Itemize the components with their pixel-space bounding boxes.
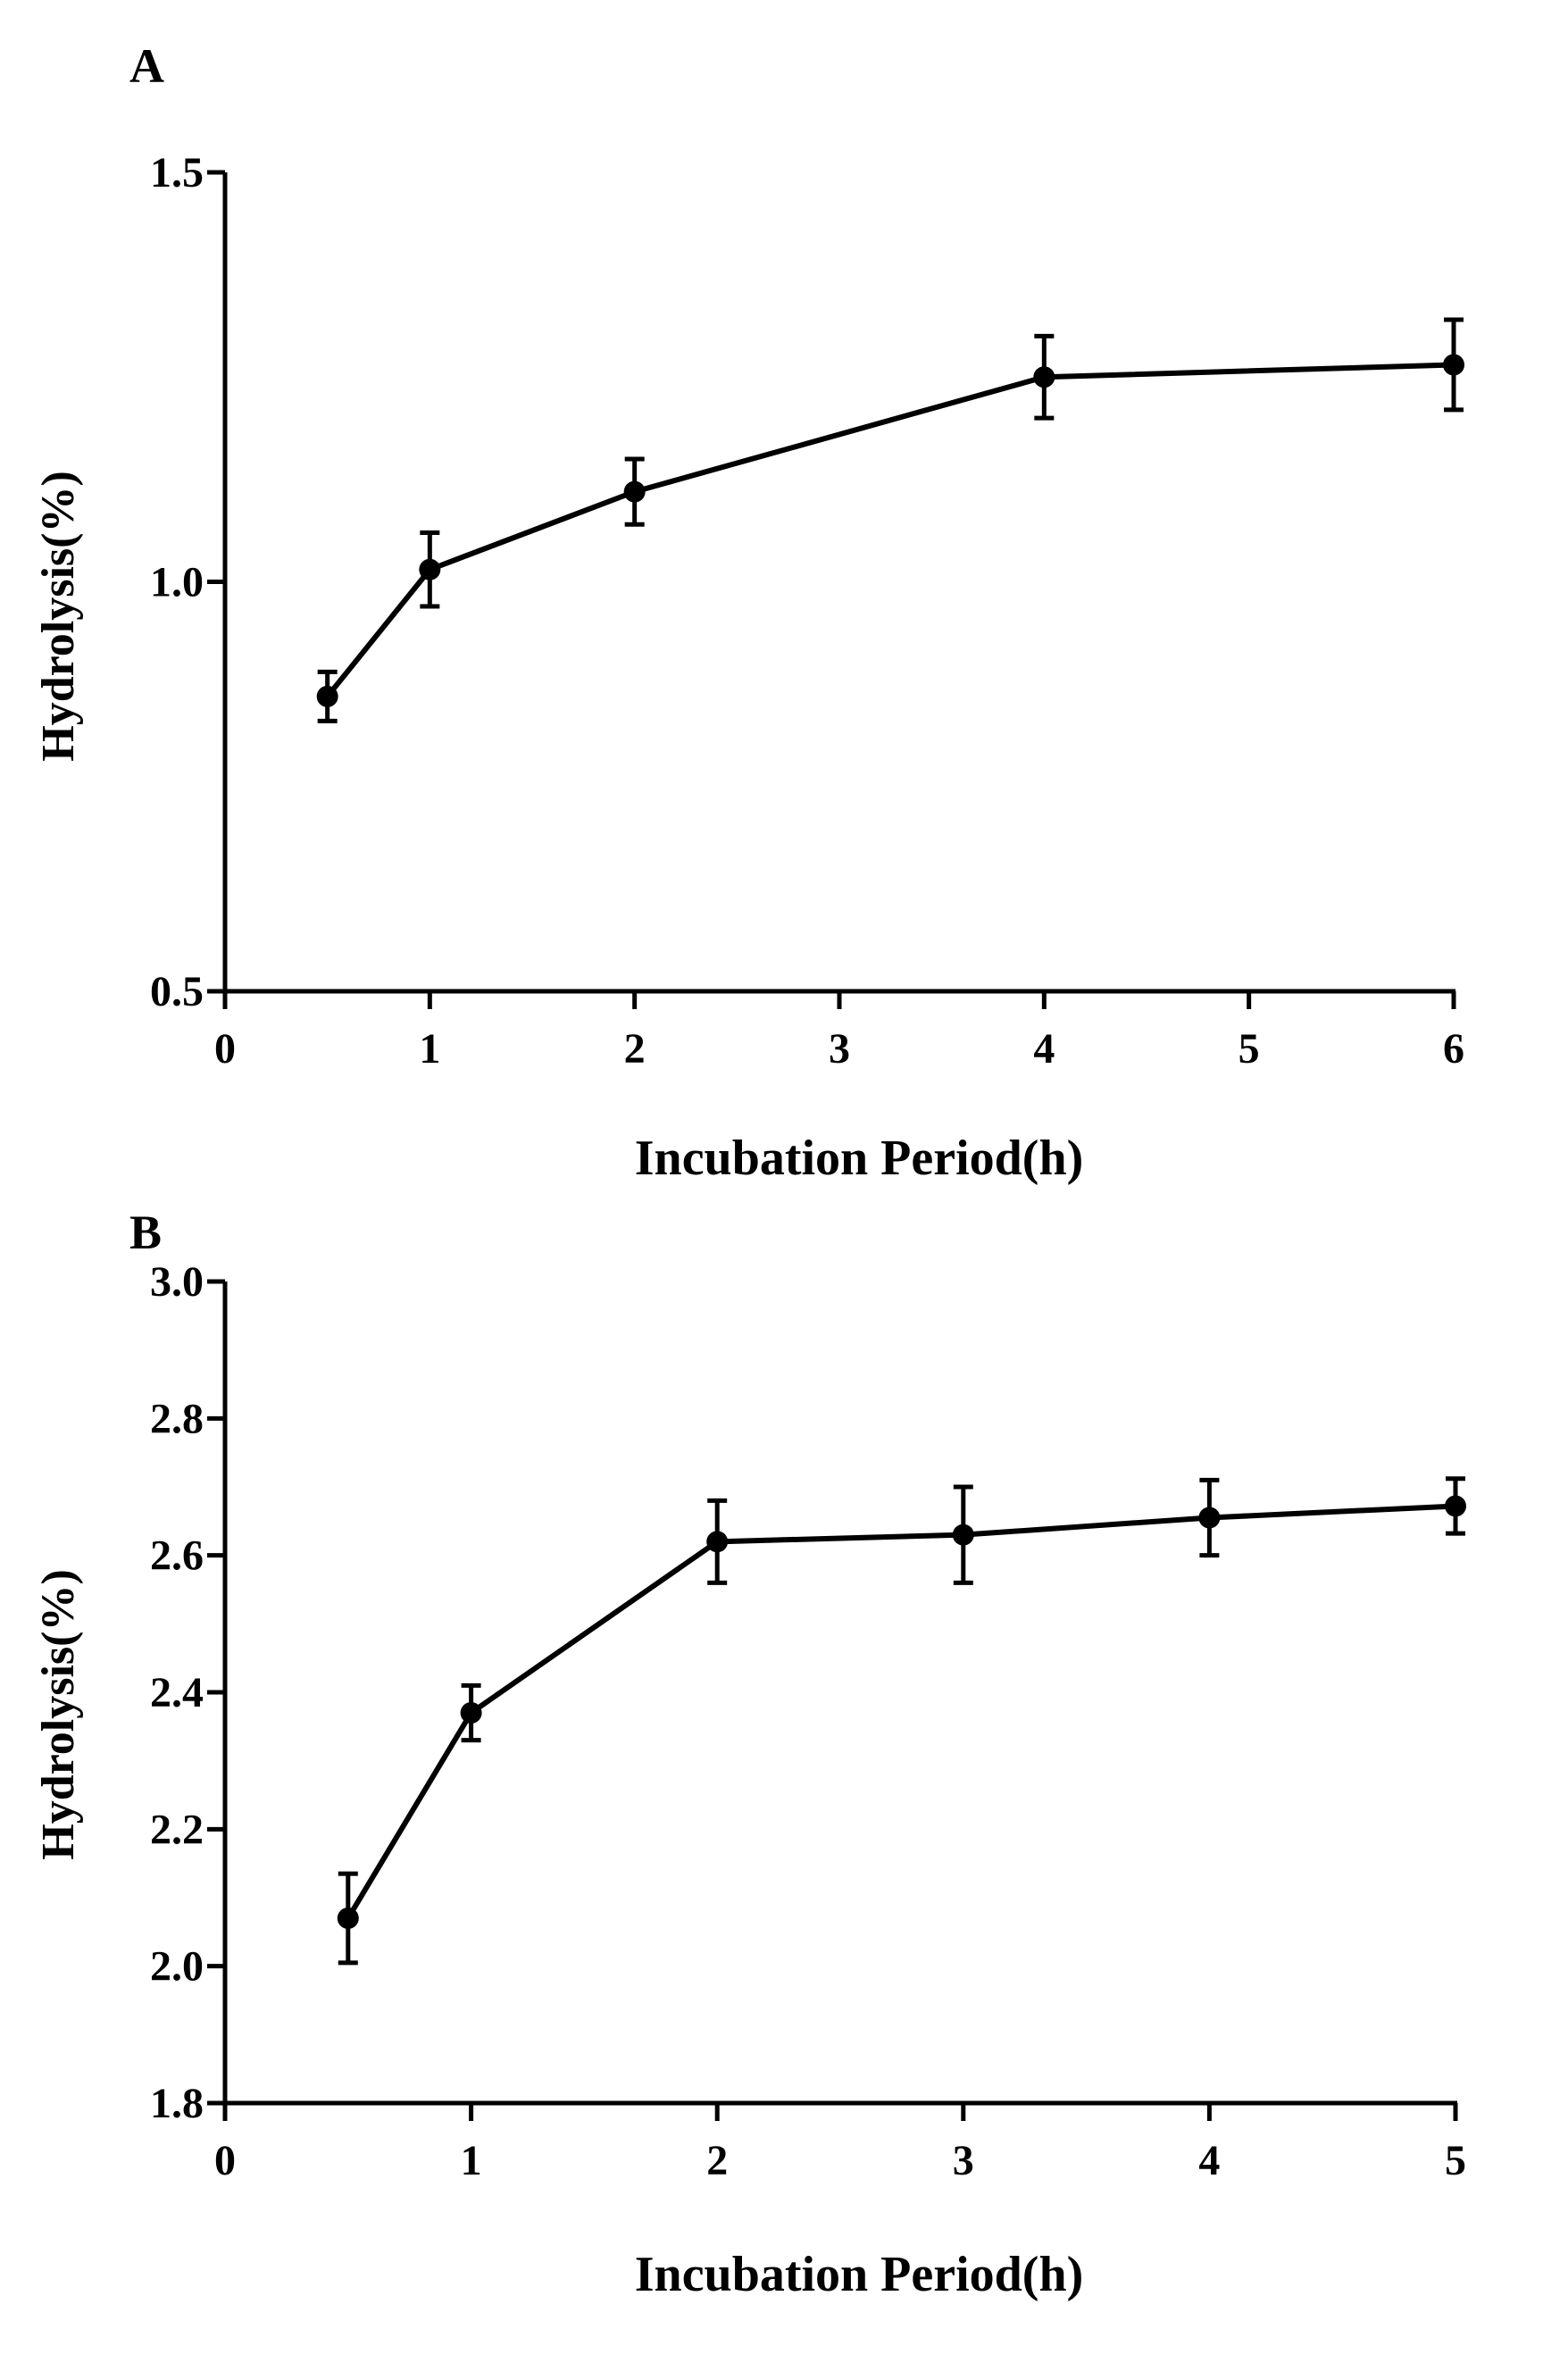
- panel-b-ticks: 1.8 2.0 2.2 2.4 2.6 2.8 3.0 0 1 2 3 4 5: [150, 1258, 1466, 2184]
- panel-a-data-point: [623, 480, 646, 503]
- panel-b-marks: [337, 1476, 1466, 1966]
- panel-b-y-tick-label: 2.0: [150, 1943, 204, 1991]
- panel-a: A Hydrolysis(%) Incubation Period(h) 0.5…: [33, 39, 1464, 1186]
- panel-b-x-tick-label: 0: [214, 2137, 236, 2184]
- panel-a-data-point: [1033, 366, 1055, 388]
- panel-b-y-axis-label: Hydrolysis(%): [33, 1569, 84, 1860]
- panel-a-marks: [316, 317, 1464, 723]
- panel-a-y-tick-label: 1.0: [150, 559, 204, 606]
- panel-b-y-tick-label: 3.0: [150, 1258, 204, 1306]
- panel-b-series-line: [346, 1503, 1456, 1920]
- panel-b-x-tick-label: 3: [953, 2137, 974, 2184]
- panel-b: B Hydrolysis(%) Incubation Period(h) 1.8…: [33, 1206, 1466, 2302]
- panel-a-x-tick-label: 2: [624, 1025, 646, 1073]
- panel-a-data-point: [1443, 354, 1464, 376]
- panel-b-y-tick-label: 2.2: [150, 1806, 204, 1853]
- panel-a-x-tick-label: 4: [1033, 1025, 1055, 1073]
- panel-a-y-tick-label: 1.5: [150, 149, 204, 196]
- panel-b-x-tick-label: 1: [461, 2137, 482, 2184]
- panel-a-label: A: [129, 39, 164, 93]
- panel-b-y-tick-label: 2.6: [150, 1532, 204, 1580]
- panel-b-x-axis-label: Incubation Period(h): [635, 2247, 1084, 2302]
- panel-b-x-tick-label: 2: [706, 2137, 728, 2184]
- panel-a-x-tick-label: 5: [1239, 1025, 1260, 1073]
- panel-a-y-axis-label: Hydrolysis(%): [33, 471, 84, 762]
- panel-b-data-point: [460, 1702, 482, 1724]
- panel-b-y-tick-label: 1.8: [150, 2080, 204, 2127]
- panel-a-data-point: [419, 558, 441, 580]
- panel-b-y-tick-label: 2.4: [150, 1669, 204, 1716]
- panel-a-x-tick-label: 6: [1443, 1025, 1464, 1073]
- panel-b-y-tick-label: 2.8: [150, 1395, 204, 1442]
- panel-a-ticks: 0.5 1.0 1.5 0 1 2 3 4 5 6: [150, 149, 1464, 1073]
- panel-a-x-axis-label: Incubation Period(h): [635, 1131, 1084, 1186]
- panel-b-data-point: [337, 1908, 359, 1929]
- panel-b-data-point: [706, 1531, 729, 1553]
- panel-b-x-tick-label: 4: [1198, 2137, 1220, 2184]
- panel-a-y-tick-label: 0.5: [150, 968, 204, 1015]
- panel-b-data-point: [1198, 1507, 1221, 1529]
- panel-a-data-point: [316, 685, 338, 707]
- panel-a-x-tick-label: 0: [214, 1025, 236, 1073]
- panel-b-data-point: [1445, 1495, 1466, 1517]
- panel-b-data-point: [952, 1524, 974, 1546]
- panel-a-x-tick-label: 1: [419, 1025, 440, 1073]
- panel-b-label: B: [129, 1206, 162, 1259]
- panel-a-x-tick-label: 3: [829, 1025, 850, 1073]
- panel-b-x-tick-label: 5: [1445, 2137, 1466, 2184]
